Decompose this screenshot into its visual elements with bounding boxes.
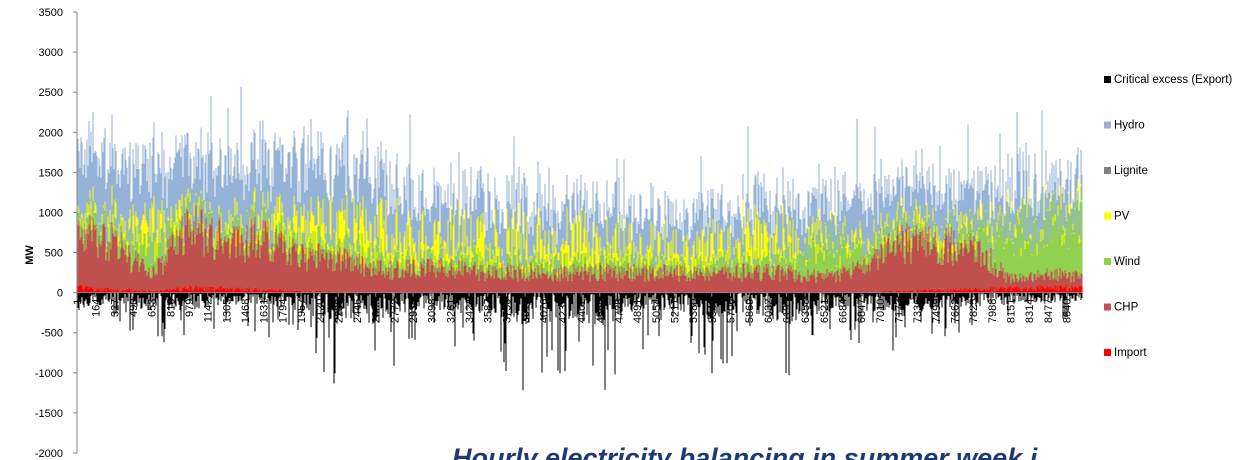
y-tick-label: 1000 — [39, 207, 63, 219]
y-tick-label: 3000 — [39, 47, 63, 59]
legend-swatch — [1104, 258, 1111, 265]
legend: Critical excess (Export) Hydro Lignite PV Wi… — [1104, 74, 1232, 359]
y-tick-label: 2000 — [39, 127, 63, 139]
x-axis-ticks: 1 164 327 490 653 816 979 1142 1305 1468 1631 1794 1… — [72, 292, 1074, 323]
x-tick-label: 8314 — [1024, 299, 1036, 323]
x-tick-label: 1142 — [203, 299, 215, 323]
x-tick-label: 7010 — [875, 299, 887, 323]
x-tick-label: 653 — [147, 299, 159, 317]
x-tick-label: 7662 — [949, 299, 961, 323]
x-tick-label: 3750 — [501, 299, 513, 323]
x-tick-label: 2609 — [371, 299, 383, 323]
legend-label: Lignite — [1114, 165, 1148, 177]
x-tick-label: 6521 — [819, 299, 831, 323]
x-tick-label: 1957 — [296, 299, 308, 323]
x-tick-label: 5380 — [688, 299, 700, 323]
x-tick-label: 6847 — [856, 299, 868, 323]
x-tick-label: 4728 — [613, 299, 625, 323]
y-axis-ticks: -2000 -1500 -1000 -500 0 500 1000 1500 2000 2500 3… — [35, 7, 77, 460]
y-tick-label: 2500 — [39, 87, 63, 99]
legend-label: Critical excess (Export) — [1114, 74, 1232, 86]
legend-label: Wind — [1114, 256, 1140, 268]
y-tick-label: -500 — [41, 328, 63, 340]
x-tick-label: 164 — [91, 299, 103, 317]
x-tick-label: 490 — [128, 299, 140, 317]
x-tick-label: 8151 — [1005, 299, 1017, 323]
x-tick-label: 3587 — [483, 299, 495, 323]
x-tick-label: 1 — [72, 299, 84, 305]
x-tick-label: 8477 — [1043, 299, 1055, 323]
x-tick-label: 5706 — [725, 299, 737, 323]
x-tick-label: 7173 — [893, 299, 905, 323]
x-tick-label: 816 — [165, 299, 177, 317]
y-tick-label: 500 — [45, 248, 63, 260]
x-tick-label: 6032 — [763, 299, 775, 323]
x-tick-label: 5054 — [651, 299, 663, 323]
legend-swatch — [1104, 349, 1111, 356]
legend-swatch — [1104, 121, 1111, 129]
x-tick-label: 4076 — [539, 299, 551, 323]
x-tick-label: 5217 — [669, 299, 681, 323]
y-axis-label: MW — [24, 245, 36, 265]
x-tick-label: 6358 — [800, 299, 812, 323]
x-tick-label: 4891 — [632, 299, 644, 323]
x-tick-label: 7336 — [912, 299, 924, 323]
x-tick-label: 6195 — [781, 299, 793, 323]
x-tick-label: 6684 — [837, 299, 849, 323]
y-tick-label: 3500 — [39, 7, 63, 19]
legend-label: Import — [1114, 347, 1147, 359]
x-tick-label: 2446 — [352, 299, 364, 323]
x-tick-label: 1468 — [240, 299, 252, 323]
x-tick-label: 979 — [184, 299, 196, 317]
x-tick-label: 4565 — [595, 299, 607, 323]
legend-label: PV — [1114, 211, 1130, 223]
x-tick-label: 8640 — [1062, 299, 1074, 323]
y-tick-label: -1500 — [35, 408, 63, 420]
x-tick-label: 2935 — [408, 299, 420, 323]
x-tick-label: 4239 — [557, 299, 569, 323]
legend-label: Hydro — [1114, 120, 1145, 132]
legend-swatch — [1104, 303, 1111, 311]
overlay-title: Hourly electricity balancing in summer w… — [452, 443, 1038, 460]
y-tick-label: -2000 — [35, 448, 63, 460]
x-tick-label: 2772 — [389, 299, 401, 323]
x-tick-label: 4402 — [576, 299, 588, 323]
y-tick-label: -1000 — [35, 368, 63, 380]
plot-area — [76, 86, 1083, 391]
x-tick-label: 2120 — [315, 299, 327, 323]
x-tick-label: 3424 — [464, 299, 476, 323]
x-tick-label: 1631 — [259, 299, 271, 323]
x-tick-label: 1305 — [221, 299, 233, 323]
legend-swatch — [1104, 212, 1111, 220]
x-tick-label: 2283 — [333, 299, 345, 323]
x-tick-label: 3098 — [427, 299, 439, 323]
x-tick-label: 7499 — [931, 299, 943, 323]
x-tick-label: 5869 — [744, 299, 756, 323]
x-tick-label: 3261 — [445, 299, 457, 323]
y-tick-label: 1500 — [39, 167, 63, 179]
x-tick-label: 3913 — [520, 299, 532, 323]
x-tick-label: 7825 — [968, 299, 980, 323]
legend-swatch — [1104, 167, 1111, 174]
x-tick-label: 327 — [109, 299, 121, 317]
x-tick-label: 5543 — [707, 299, 719, 323]
legend-swatch — [1104, 76, 1111, 83]
legend-label: CHP — [1114, 302, 1139, 314]
x-tick-label: 1794 — [277, 299, 289, 323]
x-tick-label: 7988 — [987, 299, 999, 323]
y-tick-label: 0 — [57, 288, 63, 300]
